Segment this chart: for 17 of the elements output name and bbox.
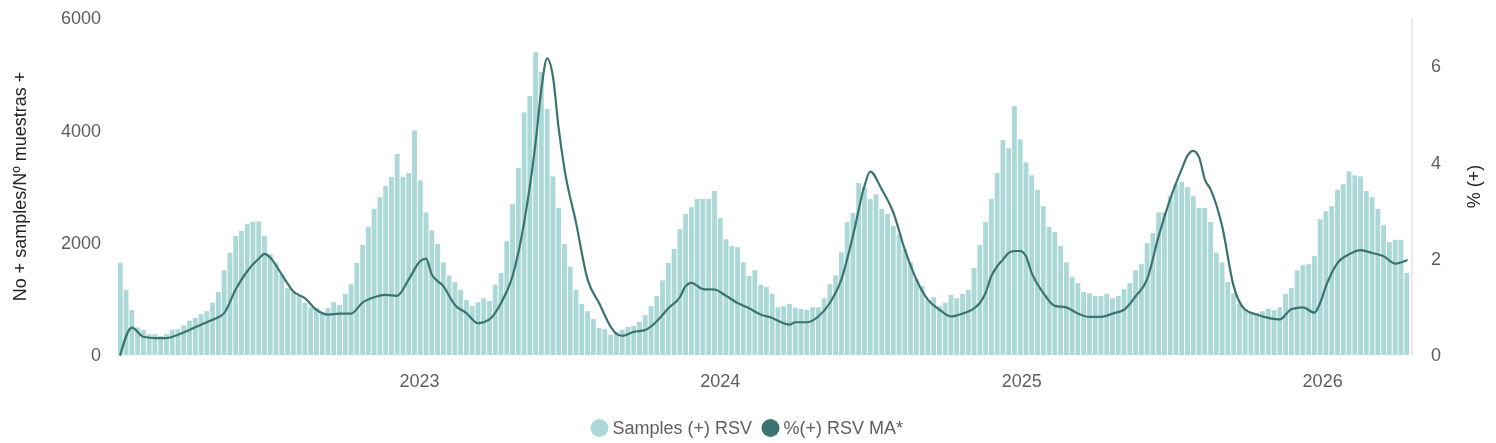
y-axis-title: No + samples/Nº muestras + xyxy=(10,71,31,302)
y-tick-label: 2000 xyxy=(60,232,101,253)
y2-tick-label: 2 xyxy=(1430,249,1442,270)
x-tick-label: 2023 xyxy=(399,371,440,392)
legend-label: %(+) RSV MA* xyxy=(783,418,904,439)
y2-tick-label: 6 xyxy=(1430,56,1442,77)
y-tick-label: 6000 xyxy=(60,8,101,29)
x-tick-label: 2026 xyxy=(1302,371,1343,392)
y-tick-label: 0 xyxy=(90,345,101,366)
y2-tick-label: 0 xyxy=(1430,345,1442,366)
legend-label: Samples (+) RSV xyxy=(612,418,753,439)
y-tick-label: 4000 xyxy=(60,120,101,141)
x-tick-label: 2025 xyxy=(1001,371,1042,392)
x-tick-label: 2024 xyxy=(700,371,741,392)
line-series xyxy=(119,57,1408,357)
y2-axis-title: % (+) xyxy=(1464,164,1485,209)
y2-tick-label: 4 xyxy=(1430,152,1442,173)
